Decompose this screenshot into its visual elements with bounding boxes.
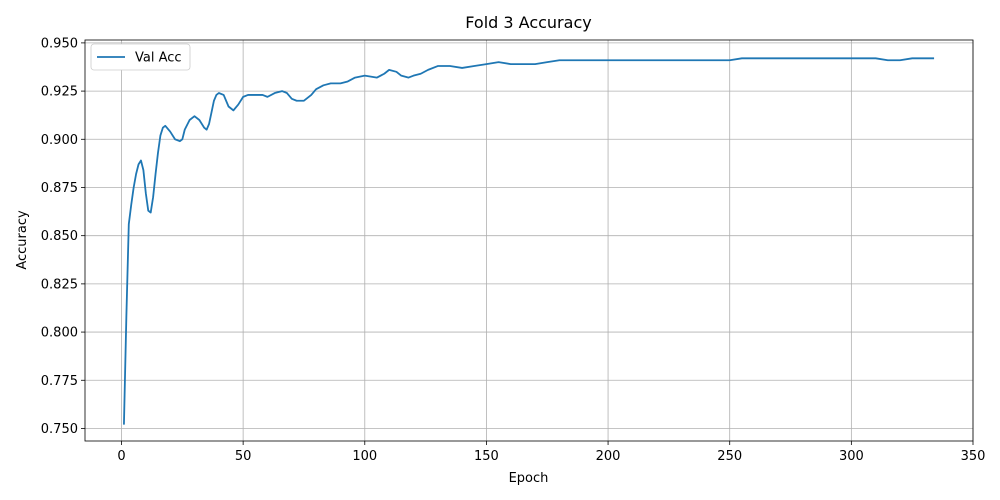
x-axis-label: Epoch <box>509 471 549 486</box>
legend-box <box>90 43 191 71</box>
grid <box>85 40 974 441</box>
x-tick-label: 0 <box>117 449 125 464</box>
y-tick-label: 0.850 <box>41 229 78 244</box>
x-tick-label: 250 <box>717 449 742 464</box>
x-axis: 0 50 100 150 200 250 300 350 <box>117 441 985 464</box>
plot-lines <box>123 57 935 425</box>
legend: Val Acc <box>90 43 191 71</box>
y-tick-label: 0.900 <box>41 133 78 148</box>
plot-frame <box>84 39 974 442</box>
y-axis: 0.750 0.775 0.800 0.825 0.850 0.875 0.900 0.925… <box>41 36 85 437</box>
y-tick-label: 0.800 <box>41 326 78 341</box>
y-axis-label: Accuracy <box>15 210 30 270</box>
x-tick-label: 150 <box>474 449 499 464</box>
x-tick-label: 350 <box>961 449 986 464</box>
y-tick-label: 0.875 <box>41 181 78 196</box>
legend-label: Val Acc <box>135 51 182 66</box>
x-tick-label: 200 <box>596 449 621 464</box>
y-tick-label: 0.775 <box>41 374 78 389</box>
series-line-val-acc <box>123 57 935 425</box>
y-tick-label: 0.950 <box>41 36 78 51</box>
y-tick-label: 0.750 <box>41 422 78 437</box>
y-tick-label: 0.825 <box>41 277 78 292</box>
y-tick-label: 0.925 <box>41 85 78 100</box>
x-tick-label: 300 <box>839 449 864 464</box>
chart-title: Fold 3 Accuracy <box>465 13 591 32</box>
x-tick-label: 100 <box>352 449 377 464</box>
x-tick-label: 50 <box>235 449 252 464</box>
